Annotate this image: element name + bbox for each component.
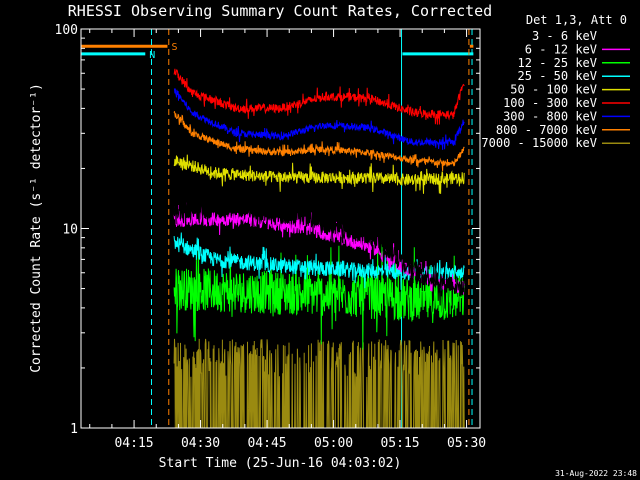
x-axis-label: Start Time (25-Jun-16 04:03:02) <box>159 456 402 471</box>
legend-entry: 100 - 300 keV <box>503 96 597 110</box>
series-lines <box>173 68 465 429</box>
y-axis: 1 10 100 <box>55 23 480 437</box>
series-line <box>173 154 465 194</box>
x-tick-label: 04:30 <box>181 436 220 451</box>
x-tick-label: 05:00 <box>314 436 353 451</box>
series-line <box>173 111 465 172</box>
legend-entry: 25 - 50 keV <box>518 69 597 83</box>
series-line <box>173 338 465 429</box>
legend-entry: 3 - 6 keV <box>532 29 597 43</box>
flag-bar-label: N <box>149 50 155 61</box>
legend-entry: 6 - 12 keV <box>525 42 597 56</box>
y-tick-label: 100 <box>55 23 78 38</box>
series-line <box>173 88 465 150</box>
x-tick-label: 04:15 <box>114 436 153 451</box>
x-tick-label: 05:15 <box>380 436 419 451</box>
legend-entry: 300 - 800 keV <box>503 109 597 123</box>
legend-title: Det 1,3, Att 0 <box>526 13 627 27</box>
flag-bars: NS <box>81 42 474 61</box>
legend-entry: 7000 - 15000 keV <box>481 136 597 150</box>
legend-entry: 12 - 25 keV <box>518 56 597 70</box>
chart-title: RHESSI Observing Summary Count Rates, Co… <box>68 2 492 20</box>
legend-entry: 800 - 7000 keV <box>496 123 597 137</box>
legend-entry: 50 - 100 keV <box>510 83 597 97</box>
y-tick-label: 1 <box>70 422 78 437</box>
y-axis-label: Corrected Count Rate (s⁻¹ detector⁻¹) <box>29 83 44 373</box>
x-tick-label: 05:30 <box>447 436 486 451</box>
x-tick-label: 04:45 <box>247 436 286 451</box>
y-tick-label: 10 <box>62 223 78 238</box>
series-line <box>173 184 465 309</box>
x-axis: 04:15 04:30 04:45 05:00 05:15 05:30 <box>89 29 486 451</box>
render-timestamp: 31-Aug-2022 23:48 <box>555 469 637 478</box>
flag-bar-label: S <box>171 42 177 53</box>
series-line <box>173 68 465 125</box>
